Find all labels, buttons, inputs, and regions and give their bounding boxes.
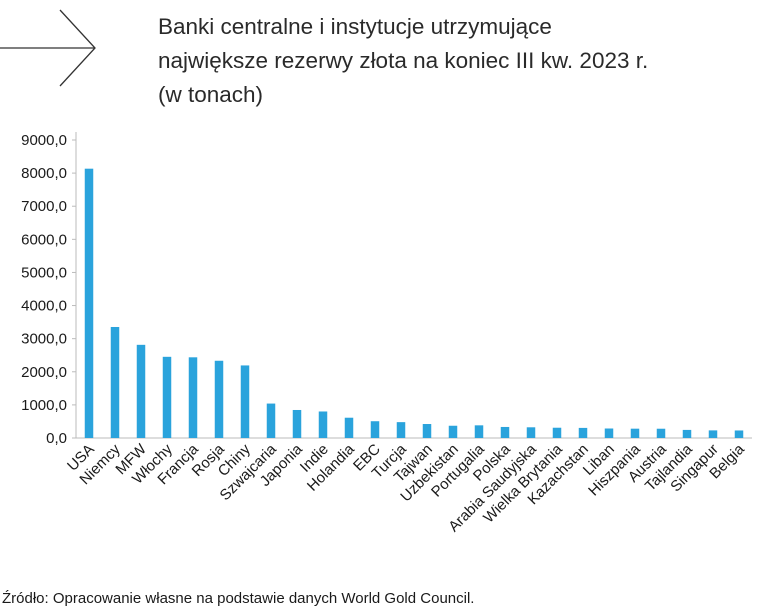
bar bbox=[630, 428, 640, 438]
bar bbox=[188, 357, 198, 438]
chart-title: Banki centralne i instytucje utrzymujące… bbox=[158, 10, 748, 112]
bar bbox=[162, 356, 172, 438]
bar-chart: 9000,0 8000,0 7000,0 6000,0 5000,0 4000,0 3000… bbox=[21, 132, 752, 535]
chart-title-line-1: Banki centralne i instytucje utrzymujące bbox=[158, 14, 552, 39]
bar bbox=[344, 417, 354, 438]
bar bbox=[578, 427, 588, 438]
bar bbox=[84, 168, 94, 438]
bar bbox=[214, 360, 224, 438]
bar bbox=[292, 409, 302, 438]
y-tick-label: 6000,0 bbox=[21, 231, 67, 248]
bar bbox=[682, 429, 692, 438]
y-tick-label: 9000,0 bbox=[21, 132, 67, 149]
bar bbox=[552, 427, 562, 438]
y-tick-label: 0,0 bbox=[46, 430, 67, 447]
bar bbox=[656, 428, 666, 438]
source-note: Źródło: Opracowanie własne na podstawie … bbox=[2, 590, 475, 607]
chart-title-line-3: (w tonach) bbox=[158, 82, 264, 107]
bar bbox=[266, 403, 276, 438]
bar bbox=[240, 365, 250, 438]
bar bbox=[474, 425, 484, 438]
bar bbox=[136, 344, 146, 438]
bar bbox=[734, 430, 744, 438]
bar bbox=[604, 428, 614, 438]
arrow-right-icon bbox=[0, 9, 96, 87]
y-tick-label: 1000,0 bbox=[21, 397, 67, 414]
bar bbox=[318, 411, 328, 438]
bar bbox=[370, 421, 380, 438]
bar bbox=[500, 426, 510, 438]
bar bbox=[526, 427, 536, 438]
bar bbox=[396, 422, 406, 438]
chart-title-line-2: największe rezerwy złota na koniec III k… bbox=[158, 48, 649, 73]
bar bbox=[448, 425, 458, 438]
y-tick-label: 8000,0 bbox=[21, 165, 67, 182]
y-tick-label: 4000,0 bbox=[21, 298, 67, 315]
y-tick-label: 5000,0 bbox=[21, 264, 67, 281]
y-tick-label: 7000,0 bbox=[21, 198, 67, 215]
bar bbox=[110, 326, 120, 438]
y-tick-label: 2000,0 bbox=[21, 364, 67, 381]
bar bbox=[708, 430, 718, 438]
y-tick-label: 3000,0 bbox=[21, 331, 67, 348]
bar bbox=[422, 424, 432, 438]
